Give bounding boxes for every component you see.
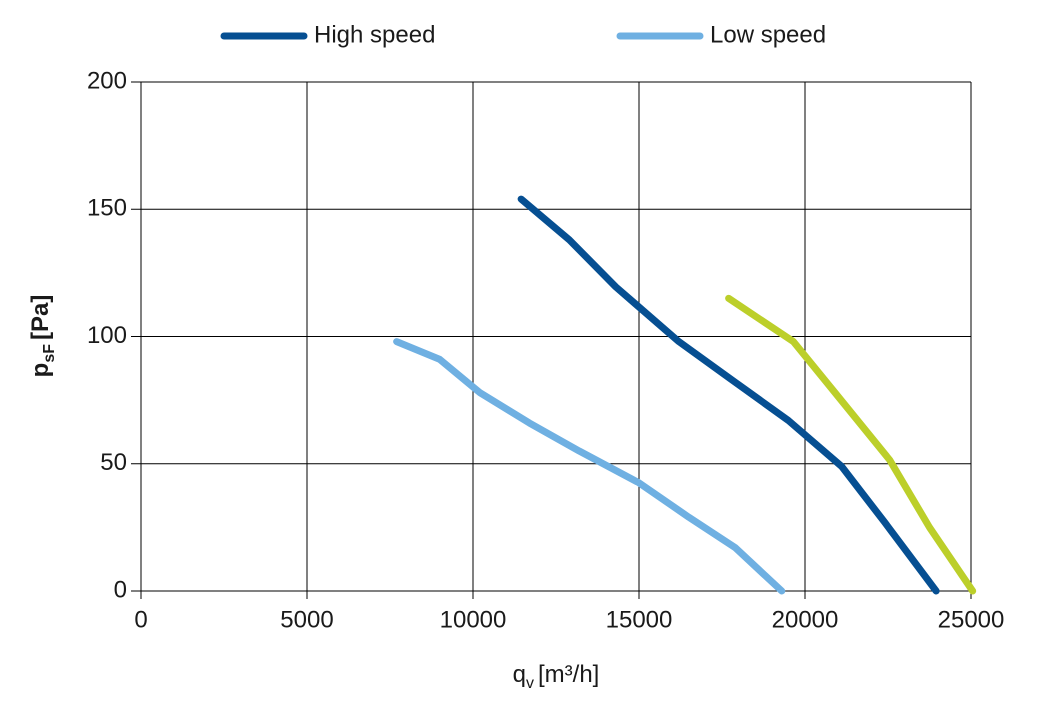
x-tick-label: 5000: [280, 606, 333, 633]
series-line: [517, 195, 940, 595]
y-axis-label: psF[Pa]: [27, 295, 58, 378]
y-tick-label: 0: [114, 576, 127, 603]
y-tick-label: 100: [87, 322, 127, 349]
x-tick-label: 25000: [938, 606, 1005, 633]
y-tick-label: 50: [100, 449, 127, 476]
x-tick-label: 15000: [606, 606, 673, 633]
x-axis-label: qv [m³/h]: [513, 661, 600, 692]
series-line: [393, 338, 786, 595]
y-tick-label: 200: [87, 67, 127, 94]
x-tick-label: 20000: [772, 606, 839, 633]
x-tick-label: 10000: [440, 606, 507, 633]
series-line: [725, 294, 977, 595]
legend-label: Low speed: [710, 21, 826, 48]
legend-label: High speed: [314, 21, 435, 48]
y-tick-label: 150: [87, 195, 127, 222]
x-tick-label: 0: [134, 606, 147, 633]
